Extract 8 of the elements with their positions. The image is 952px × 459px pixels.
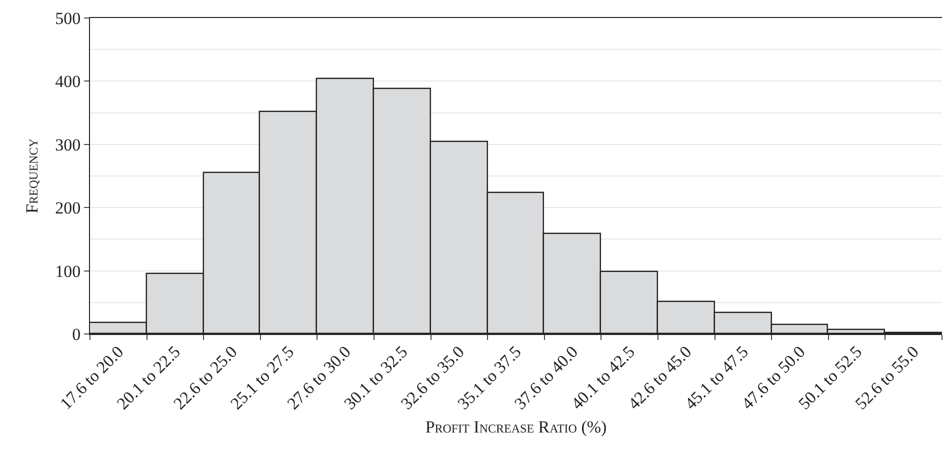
y-tick-label: 300	[55, 135, 81, 154]
y-tick-label: 400	[55, 72, 81, 92]
y-tick-label: 500	[55, 8, 81, 28]
y-tick-label: 200	[55, 198, 81, 218]
x-axis-title: Profit Increase Ratio (%)	[425, 418, 607, 437]
y-tick-label: 100	[55, 262, 81, 281]
y-axis-title: Frequency	[22, 138, 42, 214]
y-tick-label: 0	[72, 324, 81, 344]
